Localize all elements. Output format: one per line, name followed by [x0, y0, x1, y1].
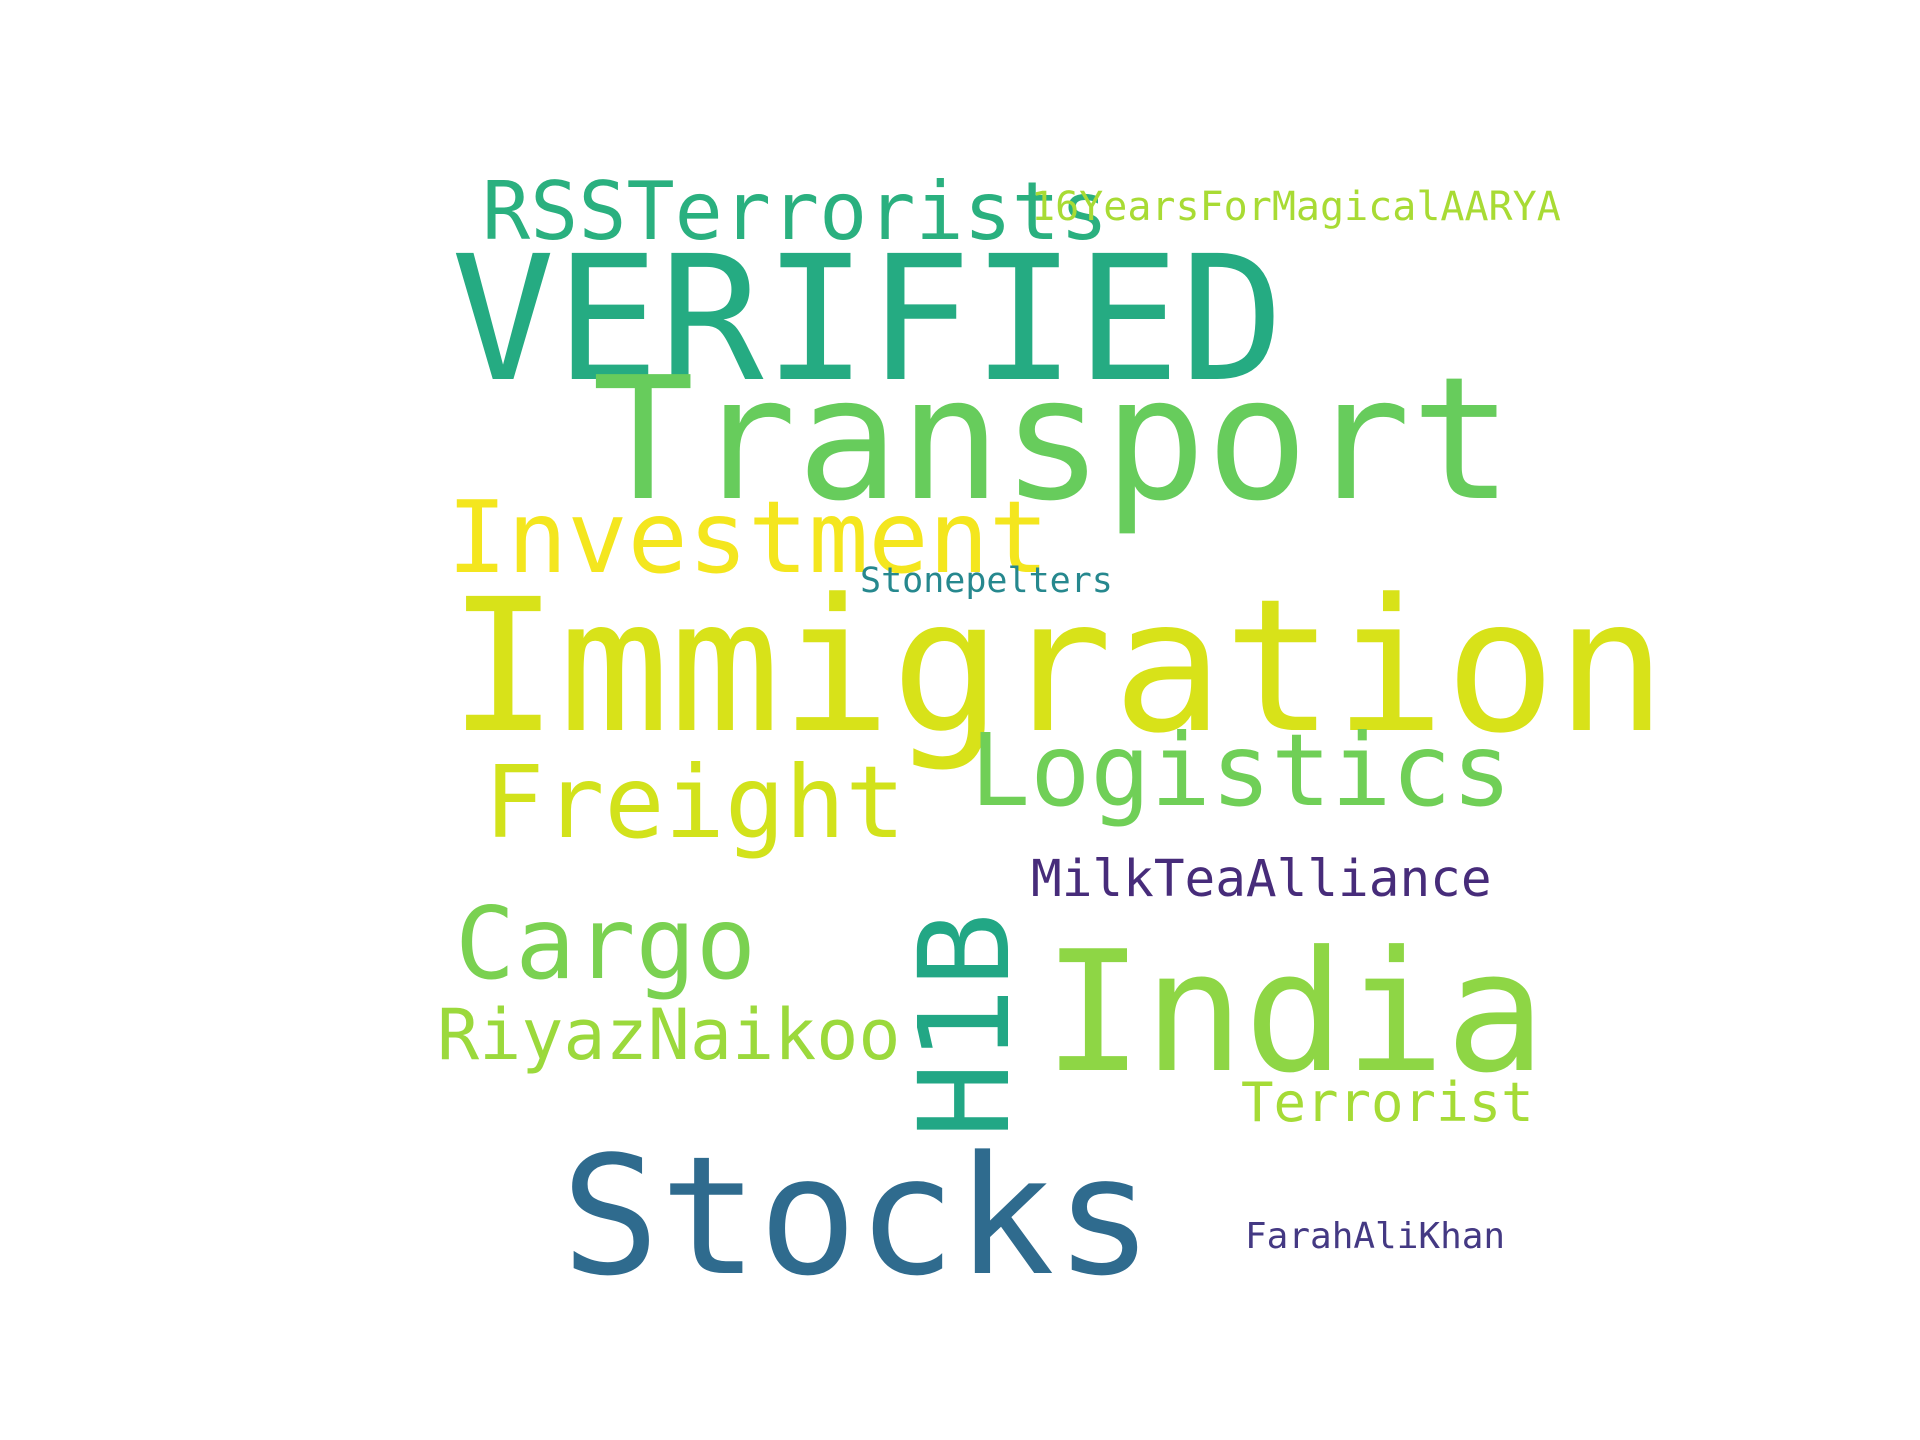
word-freight: Freight — [484, 744, 906, 861]
word-riyaznaikoo: RiyazNaikoo — [437, 994, 901, 1076]
word-stocks: Stocks — [561, 1121, 1154, 1312]
word-india: India — [1043, 916, 1546, 1110]
word-stonepelters: Stonepelters — [860, 561, 1113, 601]
word-investment: Investment — [447, 479, 1050, 596]
word-logistics: Logistics — [970, 712, 1512, 829]
word-16yearsformagicalaarya: 16YearsForMagicalAARYA — [1031, 184, 1561, 230]
word-verified: VERIFIED — [451, 218, 1285, 420]
word-transport: Transport — [592, 341, 1514, 539]
word-milkteaalliance: MilkTeaAlliance — [1031, 850, 1492, 909]
word-rssterrorists: RSSTerrorists — [482, 165, 1109, 258]
word-terrorist: Terrorist — [1241, 1071, 1534, 1134]
word-cargo: Cargo — [455, 885, 757, 1002]
word-immigration: Immigration — [448, 560, 1667, 774]
word-farahalikhan: FarahAliKhan — [1245, 1216, 1506, 1257]
word-h1b: H1B — [893, 912, 1038, 1138]
